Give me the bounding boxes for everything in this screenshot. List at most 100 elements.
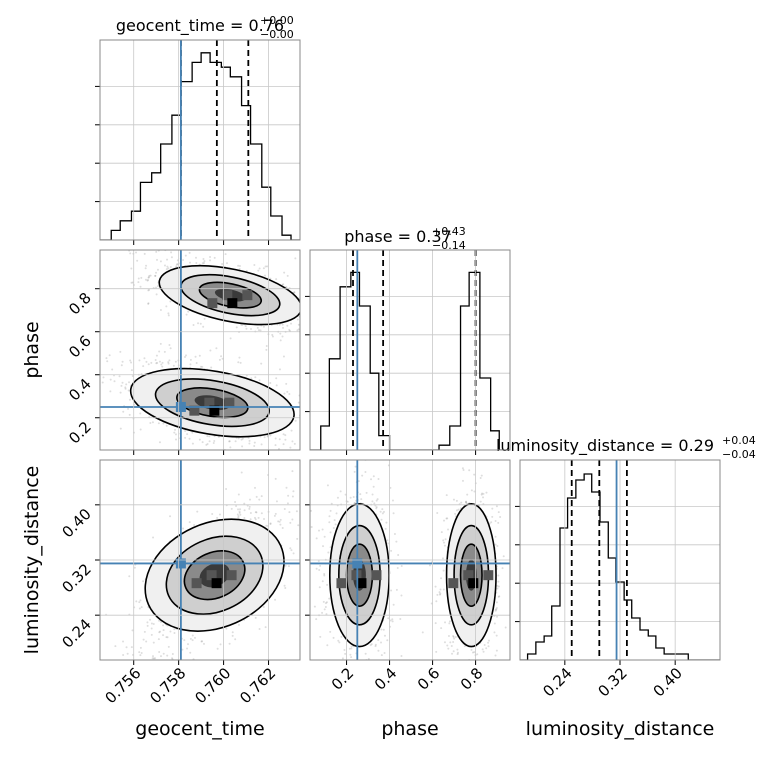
- sample-point: [241, 323, 244, 326]
- sample-point: [237, 361, 240, 364]
- sample-point: [302, 540, 304, 542]
- sample-point: [498, 595, 501, 598]
- sample-point: [250, 327, 253, 330]
- sample-point: [285, 285, 288, 288]
- sample-point: [329, 509, 332, 512]
- sample-point: [263, 274, 266, 277]
- sample-point: [400, 654, 403, 657]
- sample-point: [321, 580, 324, 583]
- sample-point: [149, 618, 152, 621]
- sample-point: [184, 354, 187, 357]
- sample-point: [497, 521, 500, 524]
- sample-point: [120, 384, 123, 387]
- sample-point: [165, 636, 168, 639]
- sample-point: [282, 443, 285, 446]
- sample-point: [297, 323, 300, 326]
- sample-point: [156, 268, 159, 271]
- sample-point: [139, 412, 142, 415]
- sample-point: [238, 455, 240, 457]
- sample-point: [287, 565, 290, 568]
- sample-point: [143, 252, 146, 255]
- sample-point: [249, 498, 252, 501]
- sample-point: [318, 529, 321, 532]
- sample-point: [377, 639, 380, 642]
- sample-point: [326, 484, 329, 487]
- sample-point: [209, 349, 212, 352]
- sample-point: [231, 634, 234, 637]
- sample-point: [479, 476, 482, 479]
- sample-point: [494, 535, 497, 538]
- density-cell: [222, 290, 233, 301]
- sample-point: [172, 364, 175, 367]
- sample-point: [392, 603, 395, 606]
- sample-point: [171, 653, 174, 656]
- sample-point: [473, 651, 476, 654]
- sample-point: [370, 478, 373, 481]
- sample-point: [323, 491, 325, 493]
- sample-point: [457, 508, 460, 511]
- sample-point: [273, 514, 276, 517]
- sample-point: [166, 636, 169, 639]
- sample-point: [265, 344, 268, 347]
- sample-point: [310, 525, 313, 528]
- sample-point: [257, 329, 260, 332]
- sample-point: [282, 433, 285, 436]
- sample-point: [166, 258, 169, 261]
- sample-point: [152, 657, 155, 660]
- sample-point: [496, 584, 499, 587]
- sample-point: [315, 417, 317, 419]
- sample-point: [149, 274, 152, 277]
- sample-point: [151, 657, 154, 660]
- sample-point: [334, 523, 337, 526]
- sample-point: [443, 544, 446, 547]
- sample-point: [381, 512, 384, 515]
- sample-point: [144, 267, 147, 270]
- panel-content: [310, 460, 510, 685]
- sample-point: [200, 640, 203, 643]
- sample-point: [189, 363, 192, 366]
- sample-point: [186, 647, 189, 650]
- sample-point: [169, 266, 172, 269]
- sample-point: [170, 256, 173, 259]
- sample-point: [323, 574, 326, 577]
- sample-point: [131, 281, 134, 284]
- sample-point: [194, 355, 197, 358]
- sample-point: [206, 443, 209, 446]
- y-tick-label: 0.24: [58, 615, 94, 651]
- hist-panel-luminosity-distance: 0.24 0.32 0.40: [515, 459, 721, 700]
- sample-point: [150, 361, 153, 364]
- sample-point: [138, 601, 141, 604]
- sample-point: [456, 653, 459, 656]
- sample-point: [262, 267, 265, 270]
- sample-point: [220, 355, 223, 358]
- sample-point: [199, 365, 202, 368]
- sample-point: [302, 327, 304, 329]
- sample-point: [340, 635, 343, 638]
- sample-point: [495, 634, 498, 637]
- sample-point: [452, 640, 455, 643]
- density-cell: [209, 405, 220, 416]
- title-luminosity-distance: luminosity_distance = 0.29: [496, 436, 714, 456]
- sample-point: [495, 505, 498, 508]
- sample-point: [322, 545, 325, 548]
- sample-point: [274, 477, 277, 480]
- sample-point: [217, 435, 220, 438]
- sample-point: [225, 627, 228, 630]
- sample-point: [189, 246, 191, 248]
- sample-point: [344, 493, 347, 496]
- sample-point: [355, 683, 357, 685]
- sample-point: [291, 440, 294, 443]
- sample-point: [140, 276, 143, 279]
- sample-point: [341, 657, 344, 660]
- sample-point: [274, 444, 277, 447]
- sample-point: [379, 510, 382, 513]
- xlabel-phase: phase: [381, 718, 438, 740]
- sample-point: [296, 329, 299, 332]
- sample-point: [297, 401, 300, 404]
- sample-point: [329, 531, 332, 534]
- sample-point: [440, 531, 443, 534]
- title-geocent-time-sub: −0.00: [260, 28, 294, 41]
- sample-point: [209, 255, 212, 258]
